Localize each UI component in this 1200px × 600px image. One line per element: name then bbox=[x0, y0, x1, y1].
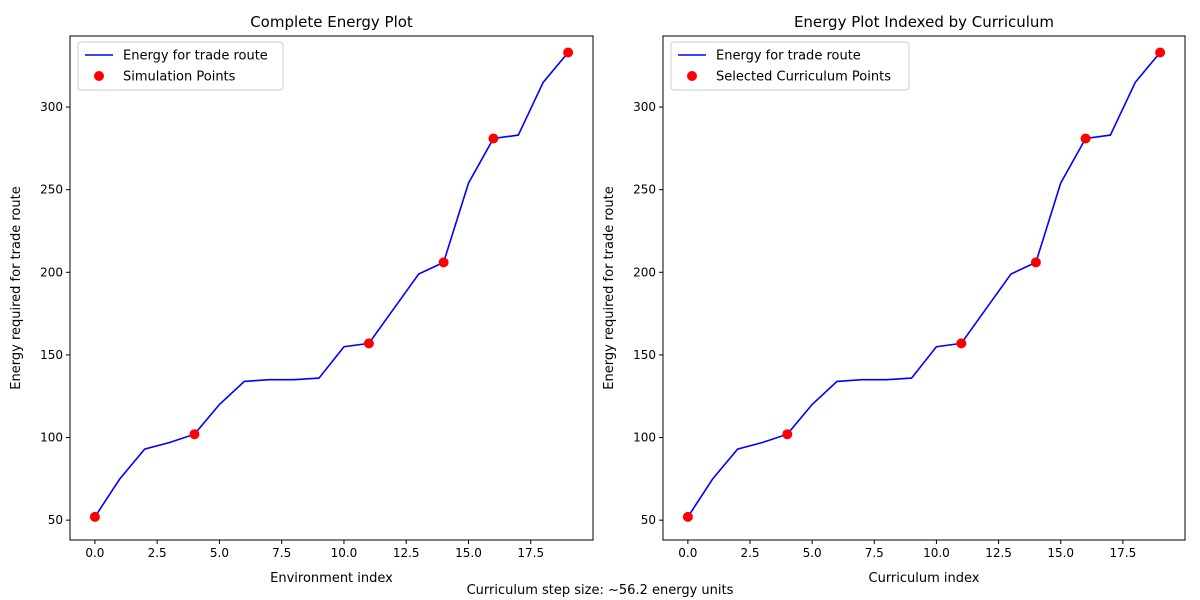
scatter-point bbox=[189, 429, 200, 440]
x-tick-label: 2.5 bbox=[148, 546, 167, 560]
y-tick-label: 200 bbox=[633, 265, 656, 279]
y-tick-label: 150 bbox=[40, 348, 63, 362]
y-tick-label: 50 bbox=[48, 513, 63, 527]
chart-title: Complete Energy Plot bbox=[250, 13, 413, 31]
x-tick-label: 12.5 bbox=[985, 546, 1012, 560]
y-tick-label: 100 bbox=[633, 431, 656, 445]
scatter-point bbox=[956, 338, 967, 349]
x-tick-label: 15.0 bbox=[1047, 546, 1074, 560]
chart-complete-energy-plot: Complete Energy Plot 0.0 2.5 5.0 7.5 10.0 12.5… bbox=[9, 13, 594, 586]
y-tick-label: 100 bbox=[40, 431, 63, 445]
y-tick-label: 150 bbox=[633, 348, 656, 362]
x-tick-label: 0.0 bbox=[678, 546, 697, 560]
series-line bbox=[94, 51, 569, 518]
legend-box bbox=[77, 41, 284, 91]
scatter-point bbox=[1155, 47, 1166, 58]
y-axis-label: Energy required for trade route bbox=[9, 186, 24, 389]
legend-label: Energy for trade route bbox=[123, 49, 268, 64]
curriculum-step-footnote: Curriculum step size: ~56.2 energy units bbox=[467, 583, 734, 598]
x-tick-label: 12.5 bbox=[393, 546, 420, 560]
chart-energy-by-curriculum: Energy Plot Indexed by Curriculum 0.0 2.5 5… bbox=[602, 13, 1186, 586]
legend-marker-swatch bbox=[687, 71, 697, 81]
y-tick-label: 300 bbox=[40, 100, 63, 114]
x-tick-label: 5.0 bbox=[803, 546, 822, 560]
scatter-point bbox=[682, 511, 693, 522]
x-tick-label: 10.0 bbox=[331, 546, 358, 560]
y-tick-label: 250 bbox=[633, 183, 656, 197]
y-axis-label: Energy required for trade route bbox=[602, 186, 617, 389]
x-tick-label: 17.5 bbox=[517, 546, 544, 560]
x-tick-label: 0.0 bbox=[85, 546, 104, 560]
x-tick-label: 2.5 bbox=[740, 546, 759, 560]
legend-box bbox=[670, 41, 910, 91]
y-tick-label: 200 bbox=[40, 265, 63, 279]
y-tick-label: 300 bbox=[633, 100, 656, 114]
legend-label: Simulation Points bbox=[123, 70, 236, 85]
y-tick-label: 50 bbox=[641, 513, 656, 527]
legend-label: Energy for trade route bbox=[716, 49, 861, 64]
scatter-point bbox=[1080, 133, 1091, 144]
x-tick-label: 7.5 bbox=[865, 546, 884, 560]
y-tick-label: 250 bbox=[40, 183, 63, 197]
legend: Energy for trade route Selected Curriculu… bbox=[670, 41, 910, 91]
series-line bbox=[687, 51, 1161, 518]
x-tick-label: 5.0 bbox=[210, 546, 229, 560]
chart-title: Energy Plot Indexed by Curriculum bbox=[794, 13, 1054, 31]
scatter-point bbox=[488, 133, 499, 144]
axes-frame bbox=[69, 35, 594, 541]
scatter-point bbox=[438, 257, 449, 268]
x-tick-label: 7.5 bbox=[272, 546, 291, 560]
scatter-point bbox=[782, 429, 793, 440]
scatter-point bbox=[1030, 257, 1041, 268]
legend-label: Selected Curriculum Points bbox=[716, 70, 891, 85]
x-tick-label: 10.0 bbox=[923, 546, 950, 560]
scatter-point bbox=[89, 511, 100, 522]
axes-frame bbox=[662, 35, 1186, 541]
scatter-point bbox=[363, 338, 374, 349]
legend: Energy for trade route Simulation Points bbox=[77, 41, 284, 91]
x-axis-label: Curriculum index bbox=[869, 571, 980, 586]
scatter-point bbox=[563, 47, 574, 58]
legend-marker-swatch bbox=[94, 71, 104, 81]
x-tick-label: 15.0 bbox=[455, 546, 482, 560]
x-tick-label: 17.5 bbox=[1109, 546, 1136, 560]
x-axis-label: Environment index bbox=[270, 571, 393, 586]
